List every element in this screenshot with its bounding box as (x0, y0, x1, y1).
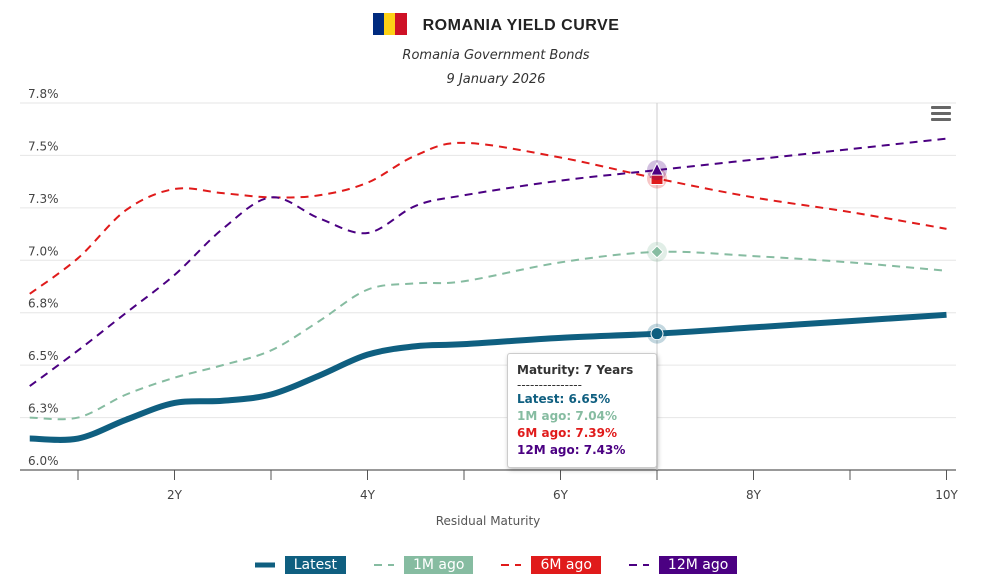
tooltip-title: Maturity: 7 Years (517, 363, 634, 377)
y-tick-label: 7.0% (28, 244, 59, 258)
x-tick-label: 4Y (360, 488, 376, 502)
legend-label: 6M ago (531, 556, 601, 574)
chart-date: 9 January 2026 (446, 72, 546, 87)
y-tick-label: 7.5% (28, 139, 59, 153)
legend-item-latest[interactable]: Latest (254, 556, 346, 574)
series-line-1m-ago (29, 250, 947, 421)
y-tick-label: 7.3% (28, 192, 59, 206)
hamburger-menu-icon[interactable] (931, 106, 951, 124)
legend-label: 1M ago (403, 556, 474, 574)
x-tick-label: 2Y (167, 488, 183, 502)
tooltip-6m: 6M ago: 7.39% (517, 426, 618, 440)
y-tick-label: 6.8% (28, 297, 59, 311)
tooltip-1m: 1M ago: 7.04% (517, 409, 618, 423)
legend-item-12m[interactable]: 12M ago (628, 556, 738, 574)
legend-label: 12M ago (658, 556, 738, 574)
x-tick-label: 10Y (935, 488, 958, 502)
x-tick-label: 8Y (746, 488, 762, 502)
hover-marker-triangle (650, 161, 664, 176)
y-tick-label: 6.0% (28, 454, 59, 468)
series-line-latest (29, 311, 947, 443)
x-axis-title: Residual Maturity (436, 514, 541, 528)
y-tick-label: 6.5% (28, 349, 59, 363)
tooltip-latest: Latest: 6.65% (517, 392, 611, 406)
series-line-12m-ago (29, 137, 947, 387)
chart-title: ROMANIA YIELD CURVE (422, 17, 620, 35)
romania-flag-icon (372, 13, 407, 35)
tooltip-12m: 12M ago: 7.43% (517, 443, 626, 457)
legend-item-6m[interactable]: 6M ago (501, 556, 601, 574)
tooltip-separator: --------------- (517, 378, 582, 392)
y-tick-label: 7.8% (28, 87, 59, 101)
legend-item-1m[interactable]: 1M ago (373, 556, 474, 574)
y-tick-label: 6.3% (28, 402, 59, 416)
chart-title-row: ROMANIA YIELD CURVE (0, 13, 992, 35)
x-tick-label: 6Y (553, 488, 569, 502)
tooltip: Maturity: 7 Years --------------- Latest… (507, 353, 657, 468)
series-line-6m-ago (29, 141, 947, 295)
hover-marker-diamond (650, 245, 664, 259)
legend-label: Latest (284, 556, 346, 574)
hover-marker-circle (650, 327, 664, 341)
legend: Latest 1M ago 6M ago 12M ago (0, 556, 992, 574)
chart-subtitle: Romania Government Bonds (402, 48, 590, 63)
